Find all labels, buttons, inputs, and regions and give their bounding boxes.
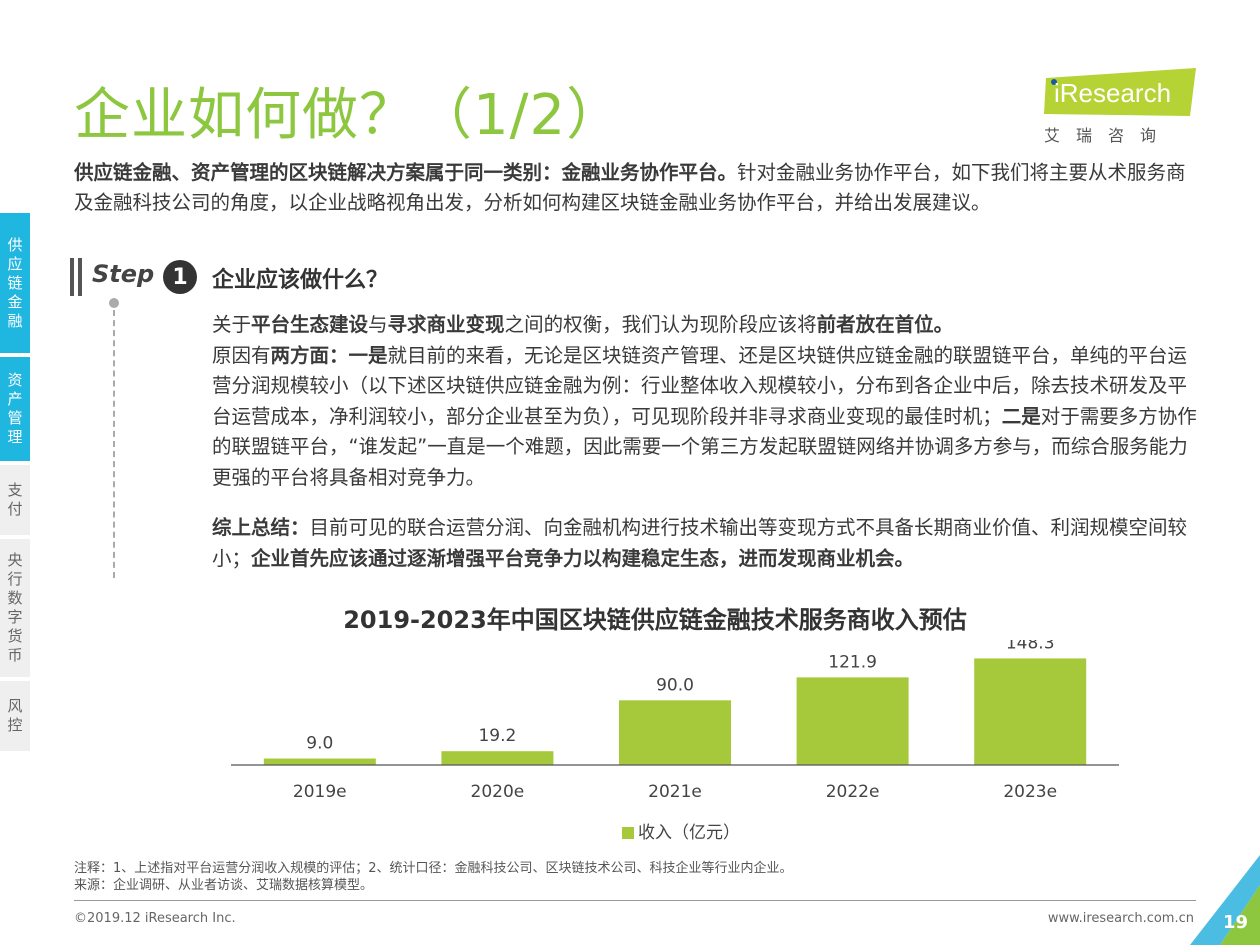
bar-2020e [441,751,554,765]
legend-swatch [622,827,634,839]
footnote: 注释：1、上述指对平台运营分润收入规模的评估；2、统计口径：金融科技公司、区块链… [74,860,793,894]
logo-brand-text: iResearch [1054,78,1172,108]
timeline-dashed-line [113,310,115,578]
sidetab-payment[interactable]: 支付 [0,465,30,535]
legend-label: 收入（亿元） [638,823,740,843]
data-label-2022e: 121.9 [828,652,877,672]
chart-legend: 收入（亿元） [560,818,800,843]
body-paragraph-1: 关于平台生态建设与寻求商业变现之间的权衡，我们认为现阶段应该将前者放在首位。 [212,313,954,336]
step-marker-bar [70,258,74,296]
step-question: 企业应该做什么？ [212,268,389,293]
data-label-2023e: 148.3 [1006,640,1055,653]
timeline-dot [109,298,119,308]
body-summary: 综上总结：目前可见的联合运营分润、向金融机构进行技术输出等变现方式不具备长期商业… [212,516,1188,570]
x-tick-2022e: 2022e [826,782,880,802]
bar-2023e [974,658,1087,765]
iresearch-logo: iResearch 艾瑞咨询 [1040,66,1200,146]
x-tick-2021e: 2021e [648,782,702,802]
revenue-bar-chart: 9.0 2019e 19.2 2020e 90.0 2021e 121.9 2022e 148.… [231,640,1119,802]
footer-divider [74,900,1196,901]
chart-title: 2019-2023年中国区块链供应链金融技术服务商收入预估 [343,606,967,634]
side-nav: 供应链金融 资产管理 支付 央行数字货币 风控 [0,213,30,755]
x-tick-2023e: 2023e [1003,782,1057,802]
page-number: 19 [1222,912,1248,933]
step-marker-bar [78,258,82,296]
intro-bold: 供应链金融、资产管理的区块链解决方案属于同一类别：金融业务协作平台。 [74,161,738,184]
x-tick-2020e: 2020e [471,782,525,802]
bar-2022e [796,677,909,765]
sidetab-supply-chain-finance[interactable]: 供应链金融 [0,213,30,353]
step-number-badge: 1 [163,260,197,294]
footnote-source: 来源：企业调研、从业者访谈、艾瑞数据核算模型。 [74,878,374,893]
intro-paragraph: 供应链金融、资产管理的区块链解决方案属于同一类别：金融业务协作平台。针对金融业务… [74,158,1204,218]
x-tick-2019e: 2019e [293,782,347,802]
sidetab-asset-management[interactable]: 资产管理 [0,357,30,461]
logo-badge-shape [1044,68,1196,116]
intro-rest: 针对金融业务协作平台，如下我们将主要从术服务商及金融科技公司的角度，以企业战略视… [74,161,1186,214]
data-label-2020e: 19.2 [478,726,516,746]
corner-decoration [1190,855,1260,945]
sidetab-risk-control[interactable]: 风控 [0,681,30,751]
copyright: ©2019.12 iResearch Inc. [74,911,236,926]
footnote-notes: 注释：1、上述指对平台运营分润收入规模的评估；2、统计口径：金融科技公司、区块链… [74,861,793,876]
logo-subtitle: 艾瑞咨询 [1044,126,1173,145]
data-label-2021e: 90.0 [656,675,694,695]
page-title: 企业如何做？（1/2） [74,83,624,148]
data-label-2019e: 9.0 [306,734,333,754]
bar-2021e [619,700,731,765]
step-label: Step [92,260,155,288]
body-paragraph-2: 原因有两方面：一是就目前的来看，无论是区块链资产管理、还是区块链供应链金融的联盟… [212,343,1197,489]
bar-2019e [263,758,376,765]
sidetab-cbdc[interactable]: 央行数字货币 [0,539,30,677]
step-body: 关于平台生态建设与寻求商业变现之间的权衡，我们认为现阶段应该将前者放在首位。 原… [212,310,1202,574]
website-link[interactable]: www.iresearch.com.cn [1047,911,1194,926]
